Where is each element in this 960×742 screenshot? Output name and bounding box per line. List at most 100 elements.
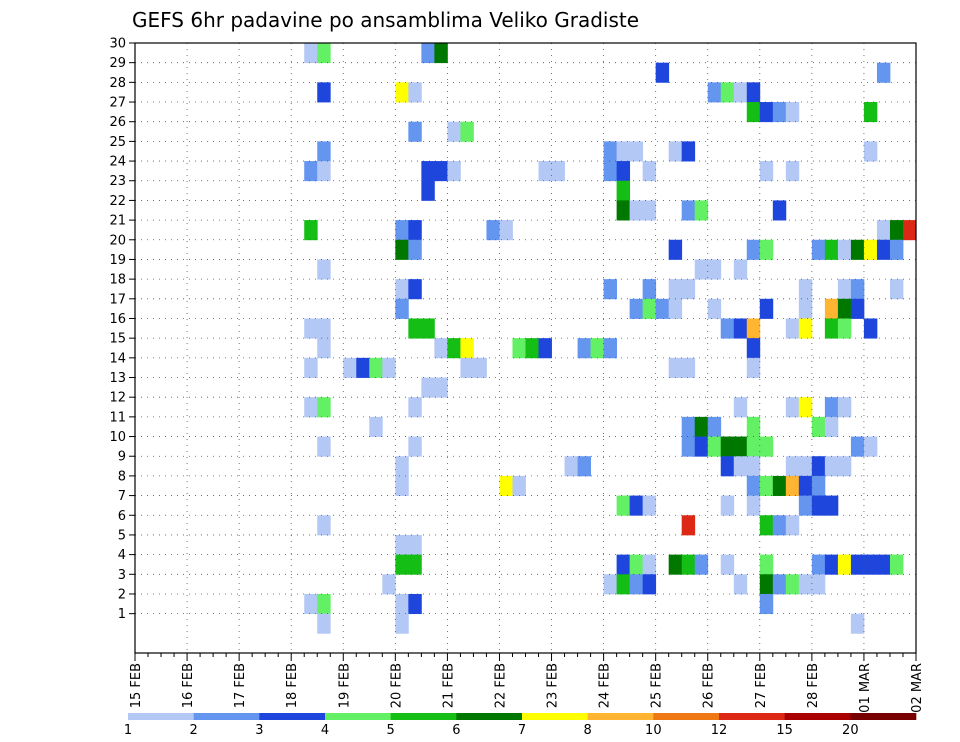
heatmap-cell — [655, 298, 670, 319]
heatmap-cell — [798, 298, 813, 319]
heatmap-cell — [837, 318, 852, 339]
heatmap-cell — [733, 397, 748, 418]
heatmap-cell — [317, 593, 331, 615]
heatmap-cell — [421, 377, 435, 398]
heatmap-cell — [746, 318, 761, 339]
heatmap-cell — [824, 456, 839, 477]
heatmap-cell — [317, 338, 331, 359]
heatmap-cell — [343, 357, 357, 378]
heatmap-cell — [317, 141, 331, 162]
heatmap-cell — [850, 239, 865, 260]
date-axis: 15 FEB 16 FEB 17 FEB 18 FEB 19 FEB 20 FEB 21 F… — [129, 653, 925, 713]
heatmap-cell — [629, 141, 644, 162]
heatmap-cell — [304, 220, 318, 241]
heatmap-cell — [720, 436, 735, 457]
heatmap-cell — [408, 593, 422, 615]
heatmap-cell — [395, 82, 409, 103]
heatmap-cell — [798, 475, 813, 496]
heatmap-cell — [616, 161, 631, 182]
heatmap-cell — [434, 43, 448, 64]
y-tick-label: 25 — [109, 135, 126, 150]
heatmap-cell — [616, 180, 631, 201]
heatmap-cell — [824, 298, 839, 319]
x-tick-label: 19 FEB — [337, 663, 352, 708]
heatmap-cell — [499, 220, 513, 241]
heatmap-cell — [694, 436, 709, 457]
heatmap-cell — [668, 554, 683, 575]
x-tick-label: 26 FEB — [702, 663, 717, 708]
heatmap-cell — [798, 574, 813, 595]
heatmap-cell — [824, 495, 839, 516]
heatmap-cell — [772, 102, 787, 123]
heatmap-cell — [785, 102, 800, 123]
heatmap-cell — [460, 338, 474, 359]
heatmap-cell — [395, 593, 409, 615]
heatmap-cell — [603, 279, 618, 300]
heatmap-cell — [655, 62, 670, 83]
heatmap-cell — [759, 161, 774, 182]
y-tick-label: 9 — [118, 450, 126, 465]
y-tick-label: 3 — [118, 568, 126, 583]
heatmap-cell — [356, 357, 370, 378]
heatmap-cell — [577, 338, 591, 359]
heatmap-cell — [746, 416, 761, 437]
colorbar-swatch — [259, 713, 326, 720]
y-tick-label: 29 — [109, 56, 126, 71]
heatmap-cell — [772, 475, 787, 496]
heatmap-cell — [317, 161, 331, 182]
heatmap-cell — [811, 495, 826, 516]
heatmap-cell — [447, 338, 461, 359]
x-tick-label: 20 FEB — [389, 663, 404, 708]
heatmap-cell — [863, 436, 878, 457]
heatmap-cell — [720, 554, 735, 575]
heatmap-cell — [616, 200, 631, 221]
heatmap-cell — [759, 436, 774, 457]
colorbar: 1 2 3 4 5 6 7 8 10 12 15 20 — [124, 713, 917, 738]
heatmap-cell — [720, 456, 735, 477]
heatmap-cell — [837, 554, 852, 575]
heatmap-cell — [304, 593, 318, 615]
heatmap-cell — [681, 554, 696, 575]
x-tick-label: 02 MAR — [910, 663, 925, 713]
heatmap-cell — [304, 161, 318, 182]
heatmap-cell — [395, 279, 409, 300]
colorbar-label: 1 — [124, 723, 132, 738]
heatmap-cell — [785, 161, 800, 182]
heatmap-cell — [447, 121, 461, 142]
heatmap-cell — [590, 338, 604, 359]
colorbar-swatch — [193, 713, 260, 720]
heatmap-cell — [642, 574, 657, 595]
colorbar-label: 2 — [190, 723, 198, 738]
heatmap-cell — [538, 161, 552, 182]
heatmap-cell — [564, 456, 578, 477]
heatmap-cell — [837, 456, 852, 477]
heatmap-cell — [642, 298, 657, 319]
heatmap-cell — [733, 318, 748, 339]
x-tick-label: 01 MAR — [858, 663, 873, 713]
heatmap-cell — [785, 456, 800, 477]
colorbar-label: 12 — [711, 723, 728, 738]
heatmap-cell — [785, 475, 800, 496]
heatmap-cell — [720, 495, 735, 516]
heatmap-cell — [317, 318, 331, 339]
colorbar-swatch — [587, 713, 654, 720]
heatmap-cell — [369, 416, 383, 437]
heatmap-cell — [460, 357, 474, 378]
heatmap-cell — [759, 239, 774, 260]
heatmap-cell — [811, 239, 826, 260]
heatmap-cell — [876, 62, 891, 83]
heatmap-cell — [876, 220, 891, 241]
y-tick-label: 16 — [109, 312, 126, 327]
heatmap-cell — [889, 554, 904, 575]
heatmap-cell — [824, 416, 839, 437]
heatmap-cell — [434, 377, 448, 398]
heatmap-cell — [707, 416, 722, 437]
heatmap-cell — [434, 338, 448, 359]
heatmap-cell — [681, 141, 696, 162]
heatmap-cell — [785, 515, 800, 536]
heatmap-cell — [863, 554, 878, 575]
heatmap-cell — [603, 338, 618, 359]
heatmap-cell — [642, 279, 657, 300]
heatmap-cell — [694, 416, 709, 437]
heatmap-cell — [863, 318, 878, 339]
